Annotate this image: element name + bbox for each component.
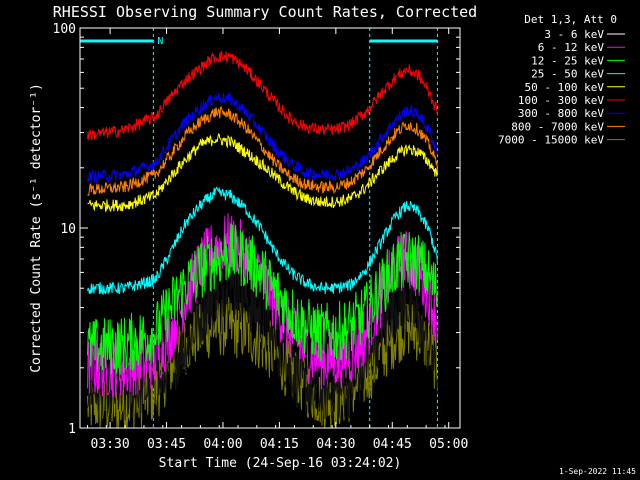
date-stamp: 1-Sep-2022 11:45: [559, 467, 636, 476]
x-tick-label-4: 04:15: [260, 437, 299, 452]
legend-label-2: 6 - 12 keV: [538, 41, 605, 54]
legend-label-5: 50 - 100 keV: [525, 81, 605, 94]
night-label: N: [157, 36, 163, 47]
y-axis-label: Corrected Count Rate (s⁻¹ detector⁻¹): [29, 83, 44, 373]
x-tick-label-7: 05:00: [429, 437, 468, 452]
x-tick-label-1: 03:30: [91, 437, 130, 452]
series-line-4: [87, 186, 438, 296]
legend-label-6: 100 - 300 keV: [518, 94, 604, 107]
series-line-1: [87, 264, 438, 422]
legend-label-8: 800 - 7000 keV: [511, 120, 604, 133]
legend-label-9: 7000 - 15000 keV: [498, 134, 604, 147]
series-line-3: [87, 223, 438, 375]
series-line-8: [87, 105, 438, 197]
legend-label-3: 12 - 25 keV: [531, 54, 604, 67]
series-line-6: [87, 49, 438, 141]
plot-area: N: [80, 28, 438, 429]
x-axis-label: Start Time (24-Sep-16 03:24:02): [159, 456, 402, 471]
legend-label-1: 3 - 6 keV: [544, 28, 604, 41]
series-line-7: [87, 91, 438, 183]
y-tick-label-2: 10: [60, 222, 76, 237]
legend-label-4: 25 - 50 keV: [531, 68, 604, 81]
legend-title: Det 1,3, Att 0: [524, 13, 617, 26]
x-tick-label-3: 04:00: [203, 437, 242, 452]
legend-label-7: 300 - 800 keV: [518, 107, 604, 120]
y-tick-label-3: 100: [53, 22, 76, 37]
x-tick-label-2: 03:45: [147, 437, 186, 452]
series-line-5: [87, 133, 438, 213]
y-tick-label-1: 1: [68, 422, 76, 437]
x-tick-label-5: 04:30: [316, 437, 355, 452]
x-axis: 03:30 03:45 04:00 04:15 04:30 04:45 05:00: [87, 28, 468, 452]
chart-title: RHESSI Observing Summary Count Rates, Co…: [53, 3, 477, 21]
series-line-9: [87, 297, 438, 429]
x-tick-label-6: 04:45: [373, 437, 412, 452]
y-axis: 1 10 100: [53, 22, 460, 437]
